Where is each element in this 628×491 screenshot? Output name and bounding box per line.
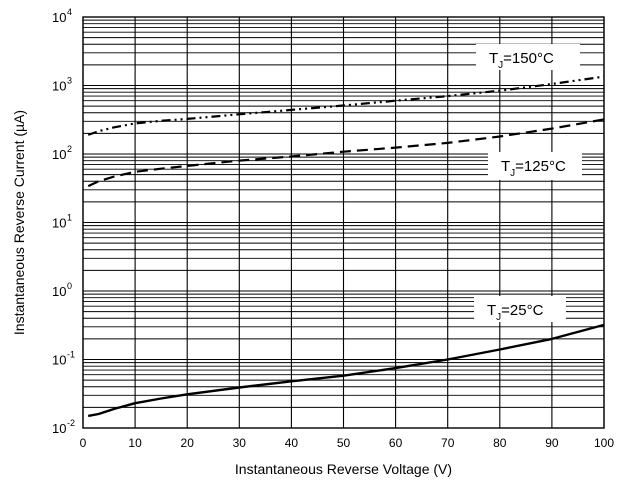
series-label-text: TJ=150°C — [489, 50, 554, 71]
y-tick-base: 10 — [52, 353, 66, 368]
y-tick-exponent: 4 — [67, 7, 72, 17]
x-tick-label: 10 — [128, 436, 142, 450]
y-tick-label: 10 0 — [52, 281, 72, 299]
series-line-1 — [87, 118, 605, 188]
series-label-1: TJ=125°C — [488, 152, 582, 180]
x-tick-labels: 0 10 20 30 40 50 60 70 80 90 100 — [80, 436, 615, 450]
series-label-main: T — [489, 50, 498, 67]
y-tick-label: 10 4 — [52, 7, 72, 25]
y-tick-exponent: 3 — [67, 76, 72, 86]
y-tick-exponent: 1 — [67, 213, 72, 223]
y-tick-label: 10 1 — [52, 213, 72, 231]
series-label-rest: =25°C — [501, 302, 543, 319]
y-tick-base: 10 — [52, 79, 66, 94]
y-tick-exponent: 0 — [67, 281, 72, 291]
y-tick-label: 10 3 — [52, 76, 72, 94]
y-tick-exponent: -2 — [67, 418, 75, 428]
series-label-rest: =150°C — [503, 50, 554, 67]
series-label-main: T — [501, 158, 510, 175]
x-tick-label: 50 — [337, 436, 351, 450]
series-label-sub: J — [498, 60, 503, 71]
y-tick-exponent: -1 — [67, 350, 75, 360]
series-label-text: TJ=125°C — [501, 158, 566, 179]
y-axis-title: Instantaneous Reverse Current (µA) — [11, 110, 27, 335]
series-line-0 — [87, 75, 605, 136]
y-tick-base: 10 — [52, 421, 66, 436]
series-label-rest: =125°C — [515, 158, 566, 175]
y-tick-base: 10 — [52, 10, 66, 25]
y-tick-label: 10 -2 — [52, 418, 75, 436]
y-tick-base: 10 — [52, 284, 66, 299]
series-label-sub: J — [510, 168, 515, 179]
y-tick-label: 10 -1 — [52, 350, 75, 368]
x-tick-label: 40 — [285, 436, 299, 450]
y-tick-exponent: 2 — [67, 144, 72, 154]
x-tick-label: 60 — [389, 436, 403, 450]
series-label-bg — [474, 296, 566, 322]
grid-layer — [82, 17, 605, 429]
series-label-layer: TJ=150°CTJ=125°CTJ=25°C — [474, 44, 582, 323]
y-tick-base: 10 — [52, 216, 66, 231]
x-tick-label: 0 — [80, 436, 87, 450]
x-tick-label: 100 — [594, 436, 614, 450]
x-tick-label: 90 — [545, 436, 559, 450]
series-label-bg — [488, 152, 582, 180]
x-tick-label: 20 — [181, 436, 195, 450]
series-label-main: T — [487, 302, 496, 319]
series-label-bg — [476, 44, 580, 70]
plot-frame — [82, 16, 605, 429]
x-axis-title: Instantaneous Reverse Voltage (V) — [235, 461, 452, 477]
y-tick-base: 10 — [52, 147, 66, 162]
series-layer — [87, 75, 605, 418]
series-label-0: TJ=150°C — [476, 44, 580, 71]
series-label-text: TJ=25°C — [487, 302, 544, 323]
series-label-sub: J — [496, 312, 501, 323]
x-tick-label: 30 — [233, 436, 247, 450]
series-line-2 — [87, 323, 605, 418]
x-tick-label: 70 — [441, 436, 455, 450]
x-tick-label: 80 — [493, 436, 507, 450]
series-label-2: TJ=25°C — [474, 296, 566, 323]
y-tick-label: 10 2 — [52, 144, 72, 162]
